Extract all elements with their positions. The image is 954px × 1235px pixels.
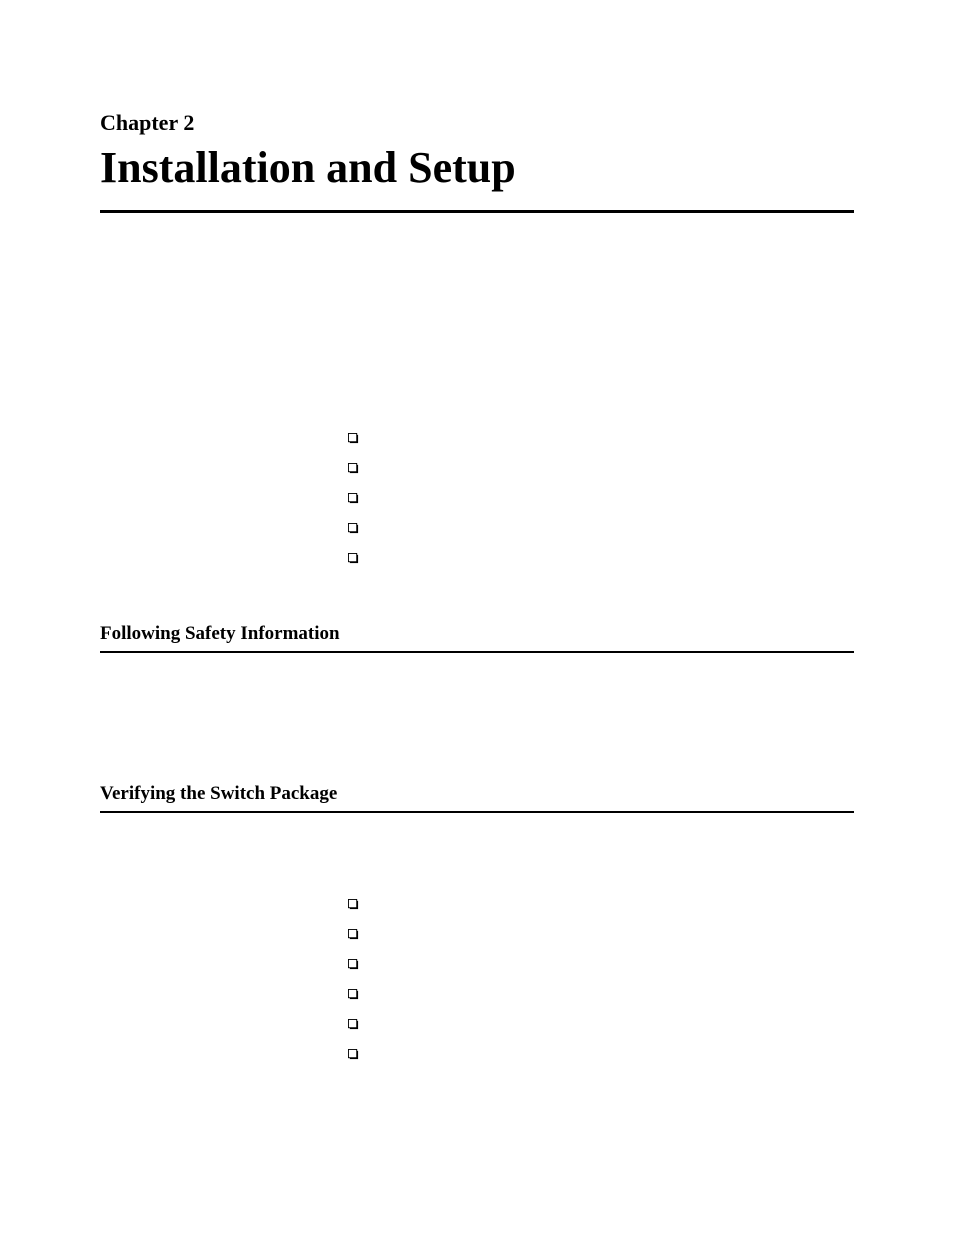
- square-bullet-icon: [348, 1049, 359, 1060]
- intro-bullet-list: [348, 423, 854, 573]
- section-heading-safety: Following Safety Information: [100, 623, 854, 653]
- section-heading-package: Verifying the Switch Package: [100, 783, 854, 813]
- package-bullet-list: [348, 889, 854, 1069]
- list-item: [348, 1039, 854, 1069]
- list-item: [348, 423, 854, 453]
- square-bullet-icon: [348, 553, 359, 564]
- square-bullet-icon: [348, 989, 359, 1000]
- square-bullet-icon: [348, 899, 359, 910]
- list-item: [348, 483, 854, 513]
- list-item: [348, 1009, 854, 1039]
- square-bullet-icon: [348, 929, 359, 940]
- list-item: [348, 979, 854, 1009]
- list-item: [348, 543, 854, 573]
- chapter-label: Chapter 2: [100, 110, 854, 136]
- list-item: [348, 889, 854, 919]
- list-item: [348, 919, 854, 949]
- list-item: [348, 453, 854, 483]
- chapter-title: Installation and Setup: [100, 144, 854, 213]
- square-bullet-icon: [348, 463, 359, 474]
- list-item: [348, 513, 854, 543]
- square-bullet-icon: [348, 959, 359, 970]
- square-bullet-icon: [348, 523, 359, 534]
- square-bullet-icon: [348, 493, 359, 504]
- square-bullet-icon: [348, 433, 359, 444]
- square-bullet-icon: [348, 1019, 359, 1030]
- list-item: [348, 949, 854, 979]
